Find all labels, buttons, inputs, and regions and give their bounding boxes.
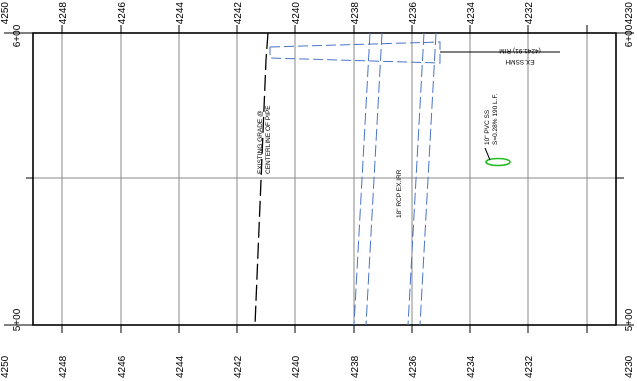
top-axis-label: 4240 [291, 2, 302, 25]
station-label-right-bottom: 5+00 [624, 308, 635, 331]
bottom-axis-label: 4236 [408, 355, 419, 378]
bottom-axis-label: 4240 [291, 355, 302, 378]
top-axis-label: 4246 [117, 2, 128, 25]
station-labels: 6+00 5+00 6+00 5+00 [12, 24, 635, 331]
vertical-grid-lines [61, 33, 588, 325]
pvc-sewer-label: 10" PVC SS [484, 109, 491, 145]
top-axis-label: 4230 [624, 2, 635, 25]
bottom-axis-label: 4248 [58, 355, 69, 378]
manhole-outline [269, 41, 441, 64]
top-axis-label: 4238 [350, 2, 361, 25]
top-axis-label: 4232 [524, 2, 535, 25]
top-axis-label: 4244 [175, 2, 186, 25]
rcp-pipe-wall [407, 32, 425, 326]
bottom-axis-label: 4242 [233, 355, 244, 378]
bottom-axis-label: 4230 [624, 355, 635, 378]
profile-border [32, 32, 617, 326]
existing-grade-label: CENTERLINE OF PIPE [265, 105, 272, 174]
existing-grade-line [254, 32, 269, 326]
manhole-label: (4241.91) RIM [499, 47, 541, 54]
bottom-axis-label: 4234 [466, 355, 477, 378]
bottom-axis-labels: 4250 4248 4246 4244 4242 4240 4238 4236 … [0, 355, 635, 378]
pvc-sewer-label: S=0.28% 190 L.F. [492, 93, 499, 145]
station-label-left-top: 6+00 [12, 24, 23, 47]
pvc-sewer-marker [485, 157, 511, 167]
station-label-right-top: 6+00 [624, 24, 635, 47]
elevation-ticks [4, 25, 634, 333]
existing-grade-label: EXISTING GRADE @ [257, 110, 264, 174]
rcp-pipe [353, 32, 437, 326]
manhole-label: EX.SSMH [505, 58, 535, 65]
top-axis-labels: 4250 4248 4246 4244 4242 4240 4238 4236 … [0, 2, 635, 25]
bottom-axis-label: 4244 [175, 355, 186, 378]
pvc-leader [484, 147, 491, 161]
rcp-pipe-wall [365, 32, 383, 326]
rcp-pipe-wall [353, 32, 371, 326]
top-axis-label: 4250 [0, 2, 11, 25]
bottom-axis-label: 4246 [117, 355, 128, 378]
annotations: EXISTING GRADE @ CENTERLINE OF PIPE 18" … [257, 47, 541, 218]
top-axis-label: 4242 [233, 2, 244, 25]
bottom-axis-label: 4232 [524, 355, 535, 378]
rcp-pipe-label: 18" RCP EX.IRR [396, 169, 403, 218]
top-axis-label: 4234 [466, 2, 477, 25]
top-axis-label: 4236 [408, 2, 419, 25]
station-label-left-bottom: 5+00 [12, 308, 23, 331]
top-axis-label: 4248 [58, 2, 69, 25]
bottom-axis-label: 4238 [350, 355, 361, 378]
bottom-axis-label: 4250 [0, 355, 11, 378]
rcp-pipe-wall [419, 32, 437, 326]
